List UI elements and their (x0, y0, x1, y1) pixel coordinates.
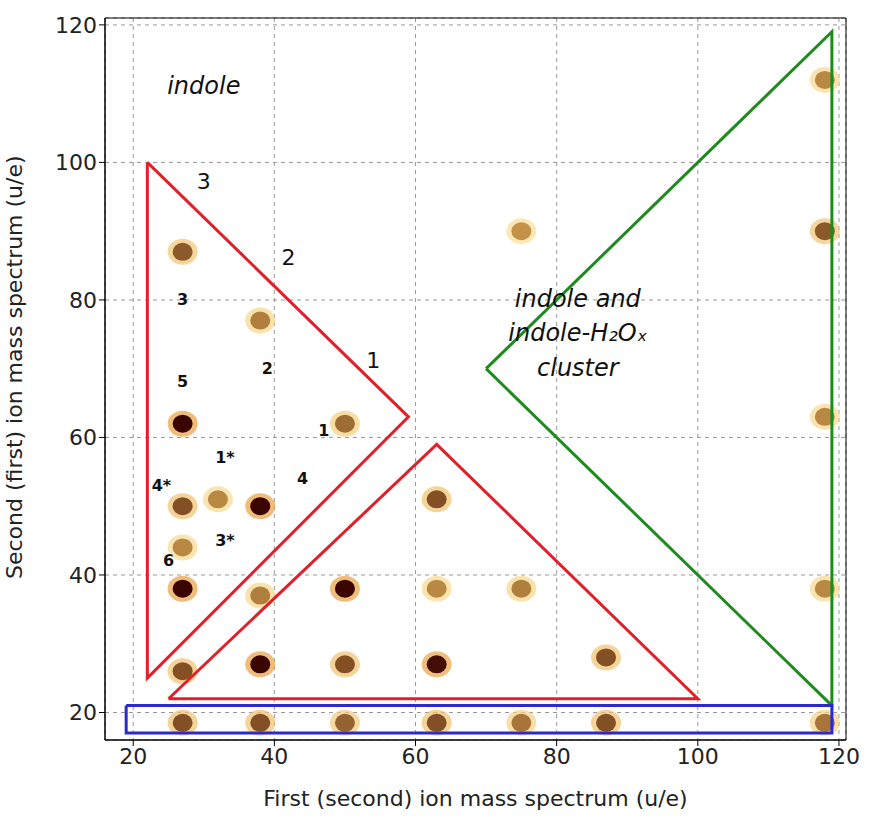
svg-text:4*: 4* (152, 475, 172, 494)
svg-text:40: 40 (69, 563, 97, 588)
svg-text:20: 20 (69, 700, 97, 725)
svg-text:100: 100 (677, 744, 719, 769)
svg-text:100: 100 (55, 150, 97, 175)
svg-text:indole andindole-H₂Oₓcluster: indole andindole-H₂Oₓcluster (508, 285, 647, 383)
svg-text:2: 2 (281, 245, 295, 270)
svg-text:3: 3 (177, 289, 188, 308)
svg-text:1: 1 (318, 420, 329, 439)
svg-text:60: 60 (402, 744, 430, 769)
svg-text:80: 80 (69, 288, 97, 313)
svg-text:20: 20 (119, 744, 147, 769)
svg-text:Second (first) ion mass spectr: Second (first) ion mass spectrum (u/e) (2, 155, 27, 579)
svg-text:60: 60 (69, 425, 97, 450)
svg-text:3: 3 (197, 169, 211, 194)
svg-text:4: 4 (297, 468, 308, 487)
svg-text:120: 120 (818, 744, 860, 769)
svg-text:40: 40 (260, 744, 288, 769)
svg-text:First (second) ion mass spectr: First (second) ion mass spectrum (u/e) (263, 786, 687, 811)
svg-text:2: 2 (262, 358, 273, 377)
svg-text:80: 80 (543, 744, 571, 769)
svg-text:indole: indole (167, 72, 240, 100)
svg-text:1: 1 (366, 348, 380, 373)
svg-text:3*: 3* (215, 530, 235, 549)
svg-text:6: 6 (163, 551, 174, 570)
svg-text:5: 5 (177, 372, 188, 391)
svg-text:120: 120 (55, 13, 97, 38)
svg-text:1*: 1* (215, 448, 235, 467)
